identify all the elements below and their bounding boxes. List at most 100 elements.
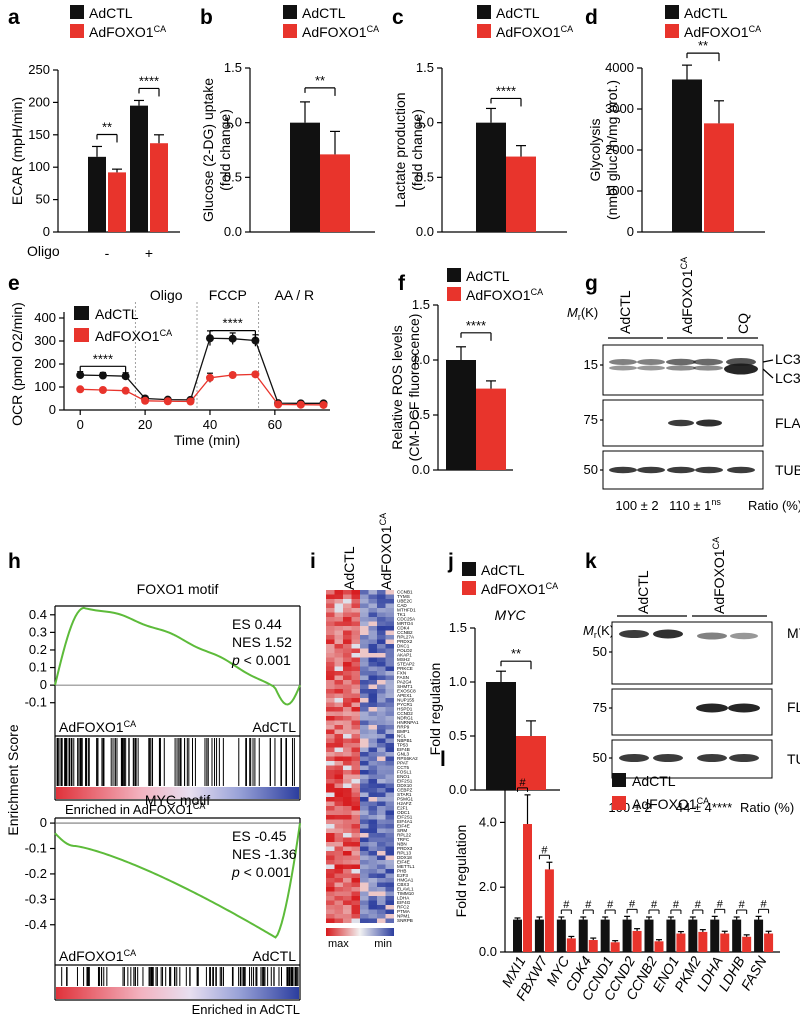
panel-f-ytick-label: 1.0 <box>412 352 430 367</box>
panel-i-cell <box>385 675 394 680</box>
panel-i-cell <box>385 653 394 658</box>
panel-i-cell <box>326 711 335 716</box>
panel-f-bar-ctl <box>446 360 476 470</box>
panel-i-cell <box>385 752 394 757</box>
panel-i-cell <box>351 693 360 698</box>
panel-i-cell <box>334 725 343 730</box>
panel-h-myc-ytick-label: -0.1 <box>25 841 47 856</box>
panel-i-cell <box>326 833 335 838</box>
panel-i-cell <box>385 707 394 712</box>
panel-i-cell <box>343 617 352 622</box>
panel-k-flag-band <box>728 703 760 713</box>
panel-i-cell <box>343 693 352 698</box>
panel-c-bar-foxo <box>506 156 536 232</box>
panel-h-foxo-ytick-label: 0.2 <box>29 642 47 657</box>
panel-i-cell <box>368 680 377 685</box>
panel-i-cell <box>368 671 377 676</box>
panel-i-cell <box>377 909 386 914</box>
panel-i-cell <box>351 626 360 631</box>
panel-b-bar-ctl <box>290 122 320 232</box>
panel-i-cell <box>351 720 360 725</box>
panel-l-significance: # <box>563 899 570 911</box>
panel-i-cell <box>385 783 394 788</box>
panel-i-cell <box>326 725 335 730</box>
panel-c-ytick-label: 0.5 <box>416 169 434 184</box>
panel-i-cell <box>377 918 386 923</box>
panel-g-ratio-label: Ratio (%) <box>748 498 800 513</box>
panel-b-legend-swatch-ctl <box>283 5 297 19</box>
panel-i-cell <box>343 869 352 874</box>
panel-g-marker: 15 <box>584 357 598 372</box>
panel-i-cell <box>368 801 377 806</box>
panel-letter-f: f <box>398 272 406 295</box>
panel-i-cell <box>351 846 360 851</box>
panel-i-cell <box>343 882 352 887</box>
panel-i-cell <box>334 711 343 716</box>
panel-i-cell <box>385 806 394 811</box>
panel-i-cell <box>360 837 369 842</box>
panel-b-significance: ** <box>315 73 325 88</box>
panel-i-gene-label: EIF2S1 <box>397 815 413 820</box>
panel-i-gene-label: CEBPZ <box>397 788 413 793</box>
panel-j-ytick-label: 0.0 <box>449 782 467 797</box>
panel-i-cell <box>368 617 377 622</box>
panel-i-cell <box>385 864 394 869</box>
panel-i-cell <box>343 891 352 896</box>
panel-i-gene-label: PSMG1 <box>397 797 414 802</box>
panel-letter-e: e <box>8 272 20 295</box>
panel-i-cell <box>343 594 352 599</box>
panel-i-cell <box>351 707 360 712</box>
panel-i-cell <box>343 675 352 680</box>
panel-h-foxo-ytick-label: 0 <box>40 677 47 692</box>
panel-i-cell <box>368 842 377 847</box>
panel-i-cell <box>343 788 352 793</box>
panel-l-bar-ctl <box>666 919 676 952</box>
panel-d-legend-swatch-foxo <box>665 24 679 38</box>
panel-i-cell <box>377 720 386 725</box>
panel-h-foxo-es: ES 0.44 <box>232 616 282 632</box>
panel-a-significance: ** <box>102 119 112 134</box>
panel-i-cell <box>326 675 335 680</box>
panel-e-ytick-label: 100 <box>34 379 56 394</box>
panel-l-significance: # <box>673 899 680 911</box>
panel-i-cell <box>334 837 343 842</box>
panel-i-cell <box>368 810 377 815</box>
panel-i-cell <box>326 608 335 613</box>
panel-i-cell <box>377 878 386 883</box>
panel-i-cell <box>351 599 360 604</box>
panel-i-cell <box>368 905 377 910</box>
panel-i-cell <box>343 797 352 802</box>
panel-i-cell <box>377 725 386 730</box>
panel-i-cell <box>334 671 343 676</box>
panel-i-cell <box>343 608 352 613</box>
panel-e-point-ctl <box>98 371 107 380</box>
panel-i-cell <box>368 765 377 770</box>
panel-i-gene-label: EIF2S1 <box>397 779 413 784</box>
panel-i-cell <box>334 828 343 833</box>
panel-a-significance: **** <box>139 73 159 88</box>
panel-i-cell <box>343 621 352 626</box>
panel-i-cell <box>360 900 369 905</box>
panel-e-ytick-label: 400 <box>34 310 56 325</box>
panel-i-cell <box>377 783 386 788</box>
panel-i-cell <box>385 590 394 595</box>
panel-i-cell <box>343 653 352 658</box>
panel-i-cell <box>368 752 377 757</box>
panel-i-cell <box>326 909 335 914</box>
panel-i-cell <box>334 873 343 878</box>
panel-i-cell <box>351 842 360 847</box>
panel-i-cell <box>385 878 394 883</box>
panel-f-legend-swatch-foxo <box>447 287 461 301</box>
panel-i-cell <box>326 738 335 743</box>
panel-i-cell <box>351 878 360 883</box>
panel-l-legend-swatch-foxo <box>612 796 626 810</box>
panel-i-cell <box>385 761 394 766</box>
panel-l-legend-swatch-ctl <box>612 773 626 787</box>
panel-i-cell <box>360 675 369 680</box>
panel-g-band-pointer <box>762 368 774 379</box>
panel-i-cell <box>385 770 394 775</box>
panel-i-cell <box>360 819 369 824</box>
panel-i-gene-label: METTL1 <box>397 864 415 869</box>
panel-i-cell <box>334 815 343 820</box>
panel-i-cell <box>385 801 394 806</box>
